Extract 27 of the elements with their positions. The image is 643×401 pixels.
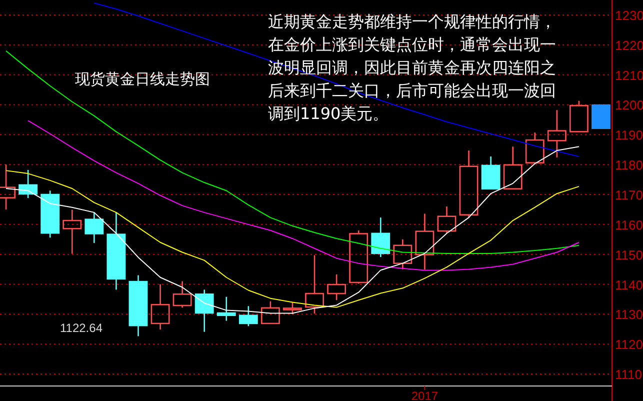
- y-tick-label: 1210: [615, 68, 643, 83]
- y-tick-label: 1140: [615, 277, 643, 292]
- line-series: [28, 120, 580, 271]
- y-tick-label: 1200: [615, 98, 643, 113]
- y-tick-label: 1230: [615, 8, 643, 23]
- y-tick-label: 1160: [615, 217, 643, 232]
- text: 现货黄金日线走势图: [75, 71, 210, 88]
- candlestick: [194, 289, 214, 332]
- annotation: 1122.64: [60, 321, 103, 335]
- candlestick: [216, 296, 236, 322]
- candlestick: [150, 284, 170, 330]
- y-tick-label: 1180: [615, 158, 643, 173]
- y-tick-label: 1190: [615, 128, 643, 143]
- candlestick: [62, 209, 82, 254]
- y-tick-label: 1220: [615, 38, 643, 53]
- candlestick: [106, 212, 126, 290]
- y-tick-label: 1130: [615, 307, 643, 322]
- line-series: [6, 170, 580, 308]
- candlestick: [415, 212, 434, 270]
- y-tick-label: 1150: [615, 247, 643, 262]
- candlestick: [371, 216, 390, 258]
- y-tick-label: 1170: [615, 187, 643, 202]
- candlestick: [128, 274, 148, 337]
- y-tick-label: 1110: [615, 367, 642, 382]
- y-tick-label: 1120: [615, 337, 643, 352]
- x-tick-label: 2017: [411, 389, 438, 401]
- candlestick: [547, 109, 566, 158]
